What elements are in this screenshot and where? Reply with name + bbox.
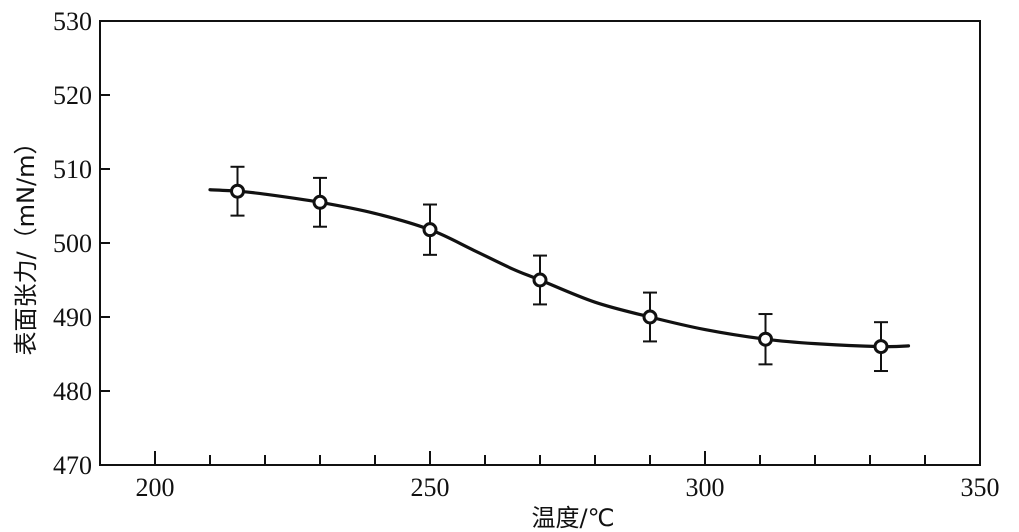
data-point xyxy=(642,309,658,325)
y-tick-label: 500 xyxy=(53,229,92,258)
y-tick-label: 480 xyxy=(53,377,92,406)
fit-curve xyxy=(208,188,911,349)
y-tick-label: 510 xyxy=(53,155,92,184)
tick-labels: 200 250 300 350 470 480 490 500 510 520 530 xyxy=(53,7,1000,502)
x-tick-label: 250 xyxy=(411,473,450,502)
y-tick-label: 520 xyxy=(53,81,92,110)
data-point xyxy=(230,183,245,199)
y-axis-title: 表面张力/（mN/m） xyxy=(12,131,40,356)
x-tick-label: 350 xyxy=(961,473,1000,502)
data-point xyxy=(312,194,328,210)
data-point xyxy=(422,222,438,238)
plot-frame xyxy=(99,20,981,466)
data-series xyxy=(208,165,911,373)
x-tick-label: 300 xyxy=(686,473,725,502)
y-tick-label: 470 xyxy=(53,451,92,480)
data-point xyxy=(873,339,889,355)
x-tick-label: 200 xyxy=(136,473,175,502)
axis-ticks xyxy=(99,20,981,466)
x-axis-title: 温度/℃ xyxy=(531,504,614,532)
data-point xyxy=(758,331,773,347)
data-point xyxy=(532,272,548,288)
y-tick-label: 490 xyxy=(53,303,92,332)
y-tick-label: 530 xyxy=(53,7,92,36)
